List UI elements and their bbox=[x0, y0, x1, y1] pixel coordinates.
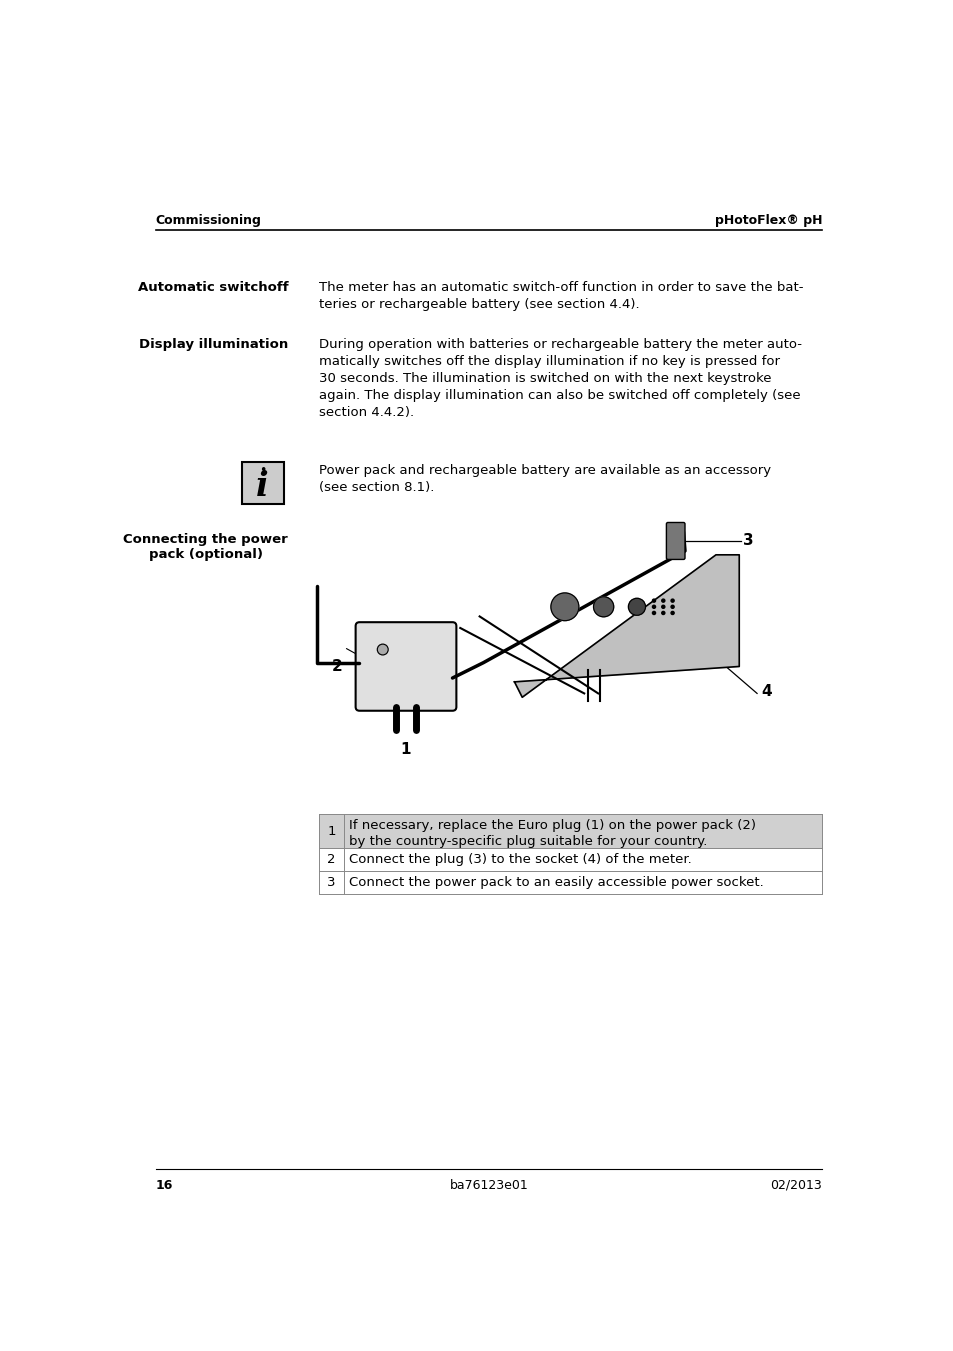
Circle shape bbox=[377, 644, 388, 655]
Text: i: i bbox=[256, 470, 269, 503]
Text: 3: 3 bbox=[742, 534, 753, 549]
Text: If necessary, replace the Euro plug (1) on the power pack (2)
by the country-spe: If necessary, replace the Euro plug (1) … bbox=[349, 819, 756, 848]
Circle shape bbox=[652, 612, 655, 615]
Circle shape bbox=[670, 612, 674, 615]
Text: 16: 16 bbox=[155, 1178, 172, 1192]
Text: 2: 2 bbox=[327, 854, 335, 866]
Text: Commissioning: Commissioning bbox=[155, 215, 261, 227]
Text: 4: 4 bbox=[760, 684, 771, 698]
Circle shape bbox=[652, 605, 655, 608]
Text: 1: 1 bbox=[400, 742, 411, 758]
Text: 02/2013: 02/2013 bbox=[770, 1178, 821, 1192]
Circle shape bbox=[670, 598, 674, 603]
Bar bbox=[319, 871, 821, 894]
Text: 1: 1 bbox=[327, 824, 335, 838]
Bar bbox=[319, 848, 821, 871]
Text: •: • bbox=[258, 463, 266, 477]
Text: 2: 2 bbox=[332, 659, 342, 674]
Text: The meter has an automatic switch-off function in order to save the bat-
teries : The meter has an automatic switch-off fu… bbox=[319, 281, 802, 312]
Text: Power pack and rechargeable battery are available as an accessory
(see section 8: Power pack and rechargeable battery are … bbox=[319, 463, 771, 494]
Polygon shape bbox=[514, 555, 739, 697]
FancyBboxPatch shape bbox=[241, 462, 283, 504]
Bar bbox=[319, 815, 821, 848]
Text: Automatic switchoff: Automatic switchoff bbox=[137, 281, 288, 295]
Circle shape bbox=[652, 598, 655, 603]
Text: During operation with batteries or rechargeable battery the meter auto-
maticall: During operation with batteries or recha… bbox=[319, 338, 801, 419]
Circle shape bbox=[661, 598, 664, 603]
Circle shape bbox=[661, 612, 664, 615]
Circle shape bbox=[670, 605, 674, 608]
Circle shape bbox=[628, 598, 645, 615]
FancyBboxPatch shape bbox=[355, 623, 456, 711]
Text: Display illumination: Display illumination bbox=[139, 338, 288, 351]
Text: ba76123e01: ba76123e01 bbox=[449, 1178, 528, 1192]
Circle shape bbox=[550, 593, 578, 620]
FancyBboxPatch shape bbox=[666, 523, 684, 559]
Circle shape bbox=[593, 597, 613, 617]
Text: Connect the power pack to an easily accessible power socket.: Connect the power pack to an easily acce… bbox=[349, 875, 763, 889]
Text: 3: 3 bbox=[327, 877, 335, 889]
Text: pHotoFlex® pH: pHotoFlex® pH bbox=[714, 215, 821, 227]
Text: Connect the plug (3) to the socket (4) of the meter.: Connect the plug (3) to the socket (4) o… bbox=[349, 852, 692, 866]
Circle shape bbox=[661, 605, 664, 608]
Text: Connecting the power
pack (optional): Connecting the power pack (optional) bbox=[123, 534, 288, 561]
